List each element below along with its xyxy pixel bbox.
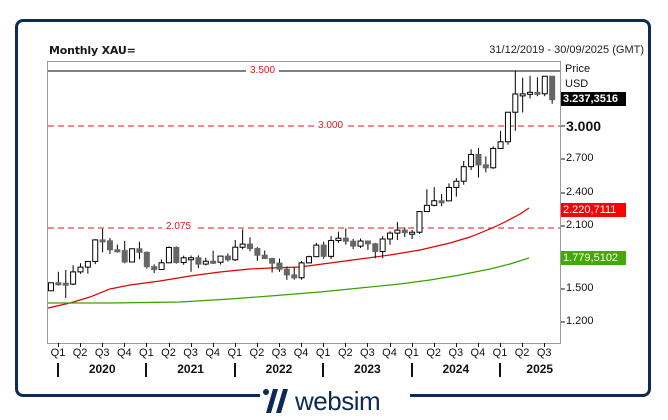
x-quarter-label: Q1 <box>139 347 154 359</box>
x-tick <box>411 343 413 347</box>
x-tick <box>256 343 258 347</box>
x-quarter-label: Q1 <box>404 347 419 359</box>
x-tick <box>500 343 501 347</box>
y-axis-title-currency: USD <box>565 78 589 90</box>
x-tick <box>367 343 369 347</box>
x-tick <box>477 343 479 347</box>
x-tick <box>544 343 546 347</box>
x-quarter-label: Q2 <box>161 347 176 359</box>
x-year-label: 2020 <box>88 362 116 376</box>
x-quarter-label: Q1 <box>227 347 243 359</box>
plot-area <box>47 61 560 344</box>
y-tick-2400: 2.400 <box>566 186 594 198</box>
x-tick <box>234 343 236 347</box>
x-tick <box>58 343 59 347</box>
x-tick <box>102 343 104 347</box>
x-quarter-label: Q3 <box>360 347 375 359</box>
x-quarter-label: Q2 <box>426 347 442 359</box>
date-range: 31/12/2019 - 30/09/2025 (GMT) <box>489 44 644 56</box>
x-quarter-label: Q2 <box>337 347 353 359</box>
x-quarter-label: Q4 <box>116 347 132 359</box>
x-quarter-label: Q2 <box>249 347 265 359</box>
x-quarter-label: Q4 <box>382 347 397 359</box>
x-year-label: 2025 <box>526 362 554 376</box>
year-separator <box>57 363 59 377</box>
x-tick <box>190 343 192 347</box>
y-ticks <box>561 125 565 323</box>
ref-label-3000: 3.000 <box>314 120 348 131</box>
x-quarter-label: Q3 <box>271 347 287 359</box>
y-tick-3000: 3.000 <box>566 118 602 134</box>
x-quarter-label: Q4 <box>205 347 221 359</box>
reference-lines <box>48 70 560 229</box>
y-tick-1200: 1.200 <box>566 315 594 327</box>
x-quarter-label: Q3 <box>448 347 464 359</box>
y-tick-2700: 2.700 <box>566 152 594 164</box>
x-tick <box>146 343 148 347</box>
x-year-label: 2024 <box>442 362 470 376</box>
ref-label-2075: 2.075 <box>162 221 196 232</box>
x-tick <box>279 343 280 347</box>
x-tick <box>455 343 457 347</box>
x-tick <box>345 343 347 347</box>
y-tick-2100: 2.100 <box>566 219 594 231</box>
x-year-label: 2021 <box>177 362 204 376</box>
x-quarter-label: Q3 <box>536 347 552 359</box>
x-tick <box>124 343 126 347</box>
x-quarter-label: Q2 <box>72 347 88 359</box>
x-year-label: 2022 <box>265 362 293 376</box>
last-price-tag: 3.237,3516 <box>561 92 626 106</box>
ma-red-tag: 2.220,7111 <box>561 203 626 217</box>
x-tick <box>433 343 435 347</box>
x-quarter-label: Q1 <box>492 347 508 359</box>
year-separator <box>145 363 148 377</box>
ma-green-tag: 1.779,5102 <box>561 251 626 265</box>
moving-averages <box>47 207 530 309</box>
x-quarter-label: Q3 <box>94 347 110 359</box>
year-separator <box>410 363 413 377</box>
y-tick-1500: 1.500 <box>566 282 594 294</box>
x-quarter-label: Q3 <box>183 347 198 359</box>
x-tick <box>212 343 214 347</box>
x-tick <box>301 343 303 347</box>
x-axis: Q1 Q2 Q3 Q4 Q1 Q2 Q3 Q4 Q1 Q2 Q3 Q4 Q1 Q2 Q3 Q4 Q1 Q2 Q3 Q4… <box>47 343 607 386</box>
year-separator <box>233 363 236 377</box>
year-separator <box>499 363 501 377</box>
y-axis-line <box>560 61 561 344</box>
x-quarter-label: Q4 <box>293 347 309 359</box>
ref-label-3500: 3.500 <box>246 65 280 76</box>
x-tick <box>389 343 391 347</box>
x-tick <box>80 343 82 347</box>
candles <box>48 70 556 299</box>
footer: websim <box>0 383 668 420</box>
websim-logo-icon <box>263 389 288 413</box>
x-tick <box>168 343 170 347</box>
x-tick <box>522 343 524 347</box>
chart-title: Monthly XAU= <box>49 44 136 57</box>
x-quarter-label: Q4 <box>470 347 486 359</box>
x-quarter-label: Q2 <box>514 347 530 359</box>
x-quarter-label: Q1 <box>315 347 331 359</box>
y-axis-title-price: Price <box>565 63 591 75</box>
year-separator <box>322 363 325 377</box>
x-quarter-label: Q1 <box>50 347 66 359</box>
x-year-label: 2023 <box>354 362 381 376</box>
brand-name: websim <box>295 386 381 416</box>
x-tick <box>323 343 325 347</box>
